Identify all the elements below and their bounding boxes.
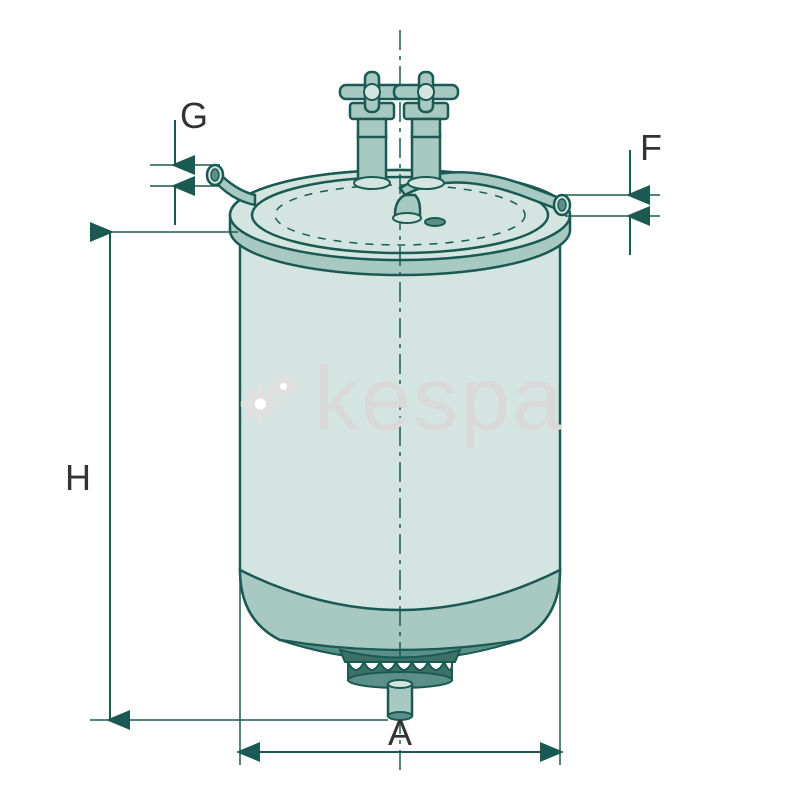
label-f: F (640, 127, 662, 168)
dimension-g: G (150, 95, 220, 225)
dimension-f: F (565, 127, 662, 255)
port-left (207, 165, 255, 205)
bottom-nut (340, 650, 460, 720)
label-a: A (388, 712, 412, 753)
label-g: G (180, 95, 208, 136)
label-h: H (65, 457, 91, 498)
filter-diagram: H A G F (0, 0, 800, 800)
